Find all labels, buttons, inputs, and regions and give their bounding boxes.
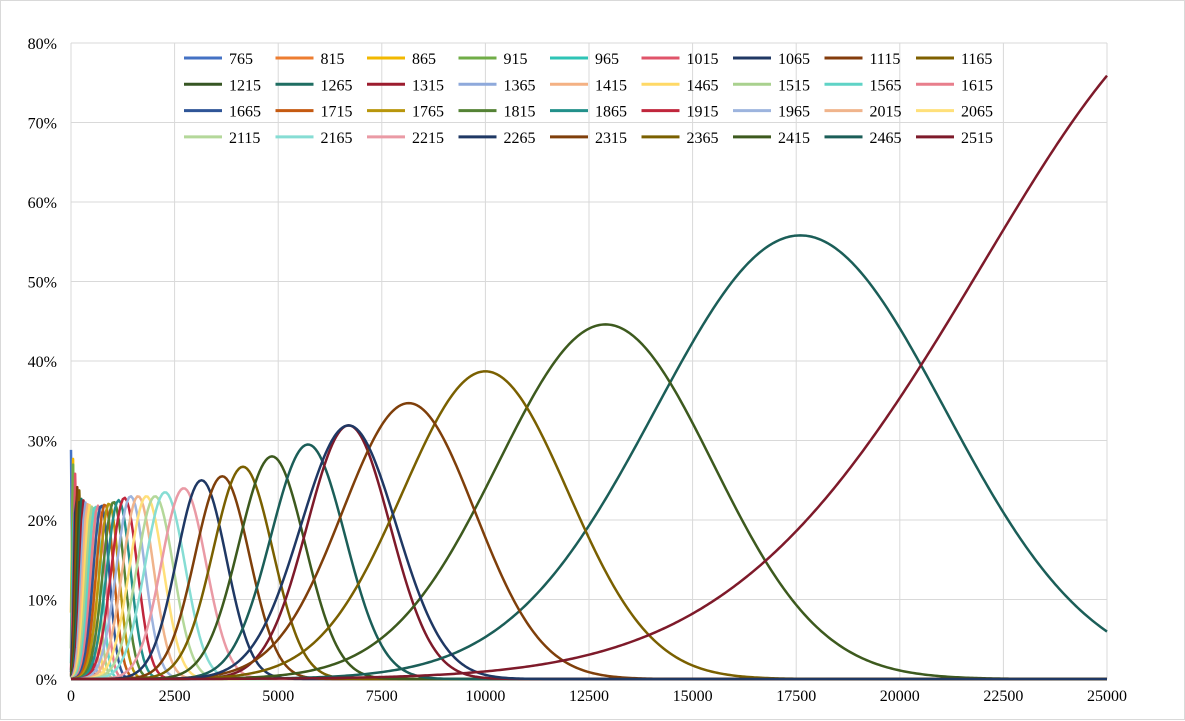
legend-label: 1215 xyxy=(229,77,261,94)
legend-label: 1265 xyxy=(321,77,353,94)
y-tick-label: 60% xyxy=(28,195,57,212)
legend-label: 1165 xyxy=(961,51,992,68)
legend-label: 1765 xyxy=(412,104,444,121)
legend-label: 2365 xyxy=(687,130,719,147)
legend-label: 2165 xyxy=(321,130,353,147)
legend-label: 1515 xyxy=(778,77,810,94)
legend: 765 815 865 915 965 1015 1065 1115 1165 1215 1265 1… xyxy=(184,51,993,147)
series-line-2265-large xyxy=(71,424,1107,681)
legend-label: 1565 xyxy=(870,77,902,94)
legend-label: 1965 xyxy=(778,104,810,121)
legend-label: 865 xyxy=(412,51,436,68)
legend-label: 1915 xyxy=(687,104,719,121)
axis-layer: 0 2500 5000 7500 10000 12500 15000 17500 20000 22… xyxy=(28,36,1127,705)
legend-label: 1865 xyxy=(595,104,627,121)
legend-label: 1815 xyxy=(504,104,536,121)
legend-label: 915 xyxy=(504,51,528,68)
x-tick-label: 15000 xyxy=(673,688,713,705)
x-tick-label: 12500 xyxy=(569,688,609,705)
legend-label: 765 xyxy=(229,51,253,68)
y-tick-label: 20% xyxy=(28,513,57,530)
legend-label: 1665 xyxy=(229,104,261,121)
legend-label: 2265 xyxy=(504,130,536,147)
legend-label: 2015 xyxy=(870,104,902,121)
legend-label: 1415 xyxy=(595,77,627,94)
legend-label: 2515 xyxy=(961,130,993,147)
legend-label: 965 xyxy=(595,51,619,68)
x-tick-label: 5000 xyxy=(262,688,294,705)
legend-label: 1715 xyxy=(321,104,353,121)
x-tick-label: 2500 xyxy=(159,688,191,705)
legend-label: 1615 xyxy=(961,77,993,94)
legend-label: 1115 xyxy=(870,51,901,68)
x-tick-label: 22500 xyxy=(983,688,1023,705)
y-tick-label: 40% xyxy=(28,354,57,371)
x-tick-label: 25000 xyxy=(1087,688,1127,705)
x-tick-label: 10000 xyxy=(465,688,505,705)
y-tick-label: 10% xyxy=(28,593,57,610)
legend-label: 2415 xyxy=(778,130,810,147)
x-tick-label: 20000 xyxy=(880,688,920,705)
series-line-2515-large xyxy=(71,74,1108,681)
legend-label: 815 xyxy=(321,51,345,68)
x-tick-label: 7500 xyxy=(366,688,398,705)
y-tick-label: 50% xyxy=(28,275,57,292)
legend-label: 2315 xyxy=(595,130,627,147)
y-tick-label: 30% xyxy=(28,434,57,451)
legend-label: 2065 xyxy=(961,104,993,121)
legend-label: 1365 xyxy=(504,77,536,94)
legend-label: 2215 xyxy=(412,130,444,147)
y-tick-label: 70% xyxy=(28,116,57,133)
x-tick-label: 0 xyxy=(67,688,75,705)
legend-label: 1315 xyxy=(412,77,444,94)
legend-label: 2465 xyxy=(870,130,902,147)
legend-label: 1065 xyxy=(778,51,810,68)
legend-label: 1465 xyxy=(687,77,719,94)
legend-label: 2115 xyxy=(229,130,260,147)
y-tick-label: 80% xyxy=(28,36,57,53)
x-tick-label: 17500 xyxy=(776,688,816,705)
series-layer xyxy=(69,74,1108,681)
legend-label: 1015 xyxy=(687,51,719,68)
y-tick-label: 0% xyxy=(36,672,57,689)
